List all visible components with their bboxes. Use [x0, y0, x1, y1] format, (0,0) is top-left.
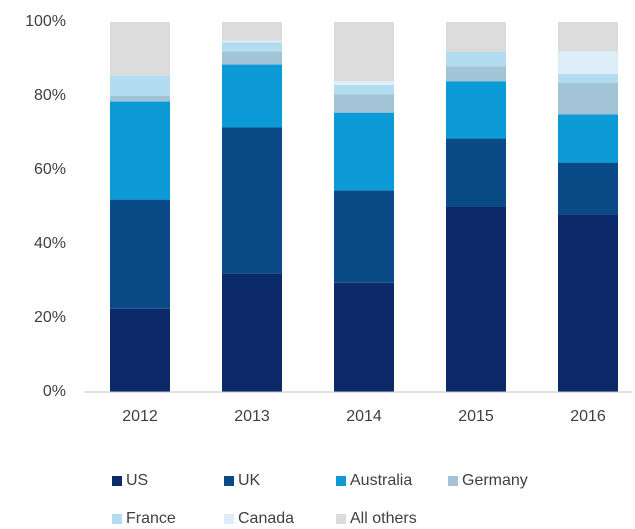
legend-swatch — [336, 476, 346, 486]
bar-segment — [558, 83, 618, 115]
bar-segment — [334, 190, 394, 283]
bar-segment — [110, 308, 170, 392]
legend-label: Germany — [462, 472, 528, 489]
bar-segment — [222, 64, 282, 128]
y-tick-label: 80% — [34, 87, 66, 104]
y-tick-label: 60% — [34, 161, 66, 178]
bar-segment — [222, 273, 282, 392]
bar-segment — [222, 42, 282, 52]
legend-label: UK — [238, 472, 261, 489]
x-tick-label: 2013 — [234, 408, 270, 425]
bar-segment — [558, 114, 618, 163]
bar-segment — [334, 282, 394, 392]
y-tick-label: 40% — [34, 235, 66, 252]
bar-segment — [110, 75, 170, 96]
bar-segment — [222, 40, 282, 43]
bar-segment — [222, 22, 282, 41]
x-tick-label: 2016 — [570, 408, 606, 425]
bar-segment — [558, 22, 618, 52]
bar-segment — [446, 22, 506, 52]
legend-label: US — [126, 472, 148, 489]
bar-segment — [334, 94, 394, 113]
bar-segment — [446, 138, 506, 207]
legend-swatch — [112, 514, 122, 524]
bar-segment — [110, 101, 170, 200]
bar-segment — [558, 51, 618, 74]
bar-segment — [446, 81, 506, 139]
bar-segment — [334, 84, 394, 95]
y-tick-label: 0% — [43, 383, 66, 400]
bar-segment — [558, 214, 618, 392]
bar-segment — [446, 51, 506, 67]
bar-segment — [222, 127, 282, 274]
bar-segment — [334, 22, 394, 82]
x-tick-label: 2015 — [458, 408, 494, 425]
bar-segment — [110, 22, 170, 76]
x-tick-label: 2012 — [122, 408, 158, 425]
legend-label: Australia — [350, 472, 412, 489]
y-tick-label: 100% — [25, 13, 66, 30]
legend-swatch — [336, 514, 346, 524]
bar-segment — [446, 207, 506, 392]
bar-segment — [558, 73, 618, 84]
bar-segment — [222, 51, 282, 65]
legend-label: All others — [350, 510, 417, 527]
legend-swatch — [224, 514, 234, 524]
bar-segment — [110, 199, 170, 309]
y-tick-label: 20% — [34, 309, 66, 326]
bar-segment — [446, 66, 506, 82]
legend-label: Canada — [238, 510, 294, 527]
legend-swatch — [448, 476, 458, 486]
bar-segment — [334, 112, 394, 191]
legend-label: France — [126, 510, 176, 527]
legend-swatch — [112, 476, 122, 486]
bar-segment — [110, 96, 170, 102]
legend-swatch — [224, 476, 234, 486]
x-tick-label: 2014 — [346, 408, 382, 425]
bar-segment — [558, 162, 618, 215]
bar-segment — [334, 81, 394, 85]
